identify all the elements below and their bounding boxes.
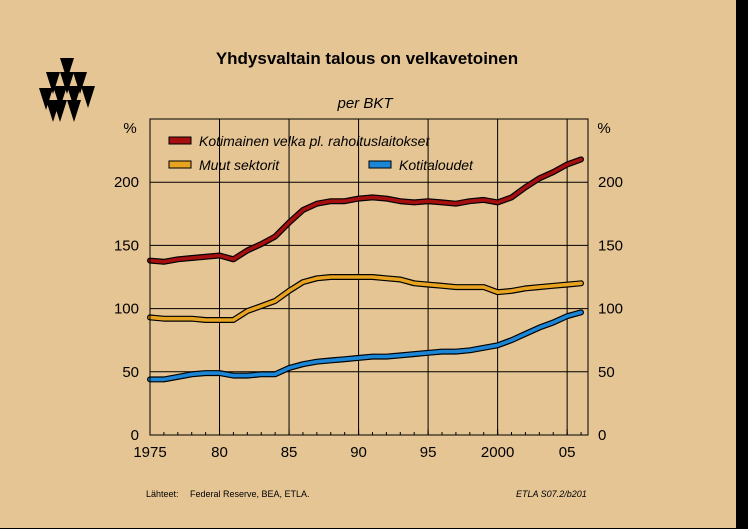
legend-swatch-domestic-debt	[168, 136, 192, 145]
source-label: Lähteet:	[146, 489, 179, 499]
x-tick-label: 05	[559, 444, 576, 461]
logo-triangle	[67, 100, 81, 122]
logo-triangle	[73, 72, 87, 94]
y-tick-label-right: 0	[598, 427, 606, 444]
figure-code: ETLA S07.2/b201	[516, 489, 587, 499]
legend-swatch-households	[368, 160, 392, 169]
y-tick-label-left: 100	[114, 301, 139, 318]
x-tick-label: 80	[211, 444, 228, 461]
plot-border	[149, 118, 589, 436]
x-tick-label: 1975	[133, 444, 166, 461]
y-tick-label-right: 50	[598, 364, 615, 381]
legend-swatch-other-sectors	[168, 160, 192, 169]
logo-triangle	[53, 86, 67, 108]
x-tick-label: 95	[420, 444, 437, 461]
y-unit-left: %	[123, 120, 136, 137]
series-line-households	[148, 310, 583, 382]
series-line-other-sectors	[148, 275, 583, 322]
legend-label-households: Kotitaloudet	[399, 157, 474, 173]
logo-triangle	[60, 58, 74, 80]
series-line-domestic-debt	[148, 157, 583, 264]
series-line-domestic-debt-outline	[147, 156, 584, 265]
y-tick-label-left: 150	[114, 237, 139, 254]
logo-triangle	[60, 72, 74, 94]
x-tick-label: 85	[281, 444, 298, 461]
series-line-other-sectors-outline	[147, 274, 584, 323]
y-tick-label-right: 100	[598, 301, 623, 318]
chart-title: Yhdysvaltain talous on velkavetoinen	[216, 49, 518, 68]
legend: Kotimainen velka pl. rahoituslaitokset M…	[168, 133, 474, 173]
source-text: Federal Reserve, BEA, ETLA.	[190, 489, 310, 499]
logo-triangle	[67, 86, 81, 108]
y-tick-label-left: 0	[131, 427, 139, 444]
x-tick-label: 90	[350, 444, 367, 461]
legend-label-other-sectors: Muut sektorit	[199, 157, 280, 173]
x-tick-label: 2000	[481, 444, 514, 461]
legend-label-domestic-debt: Kotimainen velka pl. rahoituslaitokset	[199, 133, 430, 149]
y-unit-right: %	[597, 120, 610, 137]
logo-triangle	[46, 72, 60, 94]
y-tick-label-right: 200	[598, 174, 623, 191]
logo-triangle	[39, 88, 53, 110]
series-lines	[147, 156, 584, 383]
logo-triangle	[81, 86, 95, 108]
y-tick-label-left: 50	[122, 364, 139, 381]
y-tick-label-left: 200	[114, 174, 139, 191]
y-tick-label-right: 150	[598, 237, 623, 254]
grid-lines	[150, 119, 588, 435]
triangle-pattern-logo	[39, 58, 95, 122]
chart-subtitle: per BKT	[336, 95, 394, 112]
logo-triangle	[46, 100, 60, 122]
